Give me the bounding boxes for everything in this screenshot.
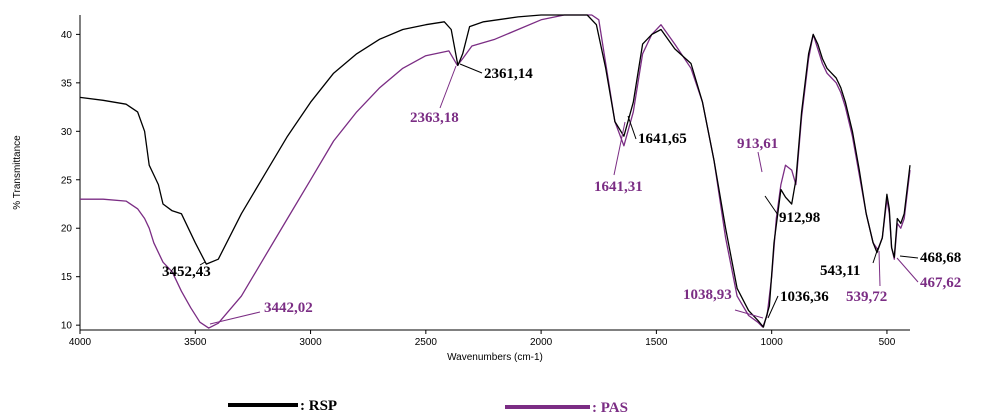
y-tick-label: 30 (61, 127, 73, 138)
annotation-leader (613, 121, 626, 176)
annotation-leader (899, 255, 919, 259)
legend-label-pas: : PAS (592, 400, 628, 416)
annotation-leader (734, 309, 764, 319)
y-tick-label: 20 (61, 224, 73, 235)
legend-label-rsp: : RSP (300, 398, 337, 414)
peak-annotation: 1038,93 (683, 287, 732, 303)
x-tick-label: 1000 (761, 337, 784, 348)
annotation-leader (199, 261, 206, 266)
peak-annotation: 1036,36 (780, 289, 829, 305)
series-lines (79, 14, 911, 329)
annotation-leader (878, 250, 881, 287)
axes (79, 15, 910, 331)
annotation-leader (896, 257, 919, 283)
legend: : RSP : PAS (228, 398, 628, 416)
annotations: 3452,43 3442,02 2361,14 2363,18 1641,65 1641,… (162, 66, 961, 316)
peak-annotation: 2363,18 (410, 110, 459, 126)
y-axis-label: % Transmittance (12, 135, 23, 210)
annotation-leader (764, 195, 779, 216)
peak-annotation: 467,62 (920, 275, 961, 291)
peak-annotation: 539,72 (846, 289, 887, 305)
annotation-leader (459, 63, 483, 74)
annotation-leader (767, 295, 779, 319)
peak-annotation: 543,11 (820, 263, 860, 279)
peak-annotation: 2361,14 (484, 66, 533, 82)
x-tick-label: 2500 (415, 337, 438, 348)
x-tick-label: 4000 (69, 337, 92, 348)
y-tick-label: 35 (61, 78, 73, 89)
x-tick-label: 3500 (184, 337, 207, 348)
y-tick-label: 10 (61, 321, 73, 332)
ticks: 4000 3500 3000 2500 2000 1500 1000 500 10 15 20 25 3… (61, 30, 896, 348)
series-line-pas (80, 14, 911, 329)
peak-annotation: 913,61 (737, 136, 778, 152)
annotation-leader (757, 151, 763, 173)
peak-annotation: 3442,02 (264, 300, 313, 316)
annotation-leader (209, 311, 261, 325)
x-tick-label: 3000 (299, 337, 322, 348)
y-tick-label: 15 (61, 272, 73, 283)
x-tick-label: 500 (879, 337, 896, 348)
x-tick-label: 2000 (530, 337, 553, 348)
annotation-leader (627, 115, 637, 140)
annotation-leaders (199, 63, 919, 325)
series-line-rsp (79, 14, 911, 328)
peak-annotation: 468,68 (920, 250, 961, 266)
annotation-leader (872, 247, 879, 264)
x-tick-label: 1500 (645, 337, 668, 348)
peak-annotation: 1641,65 (638, 131, 687, 147)
peak-annotation: 3452,43 (162, 264, 211, 280)
peak-annotation: 912,98 (779, 210, 820, 226)
peak-annotation: 1641,31 (594, 179, 643, 195)
annotation-leader (439, 65, 457, 109)
y-tick-label: 25 (61, 175, 73, 186)
x-axis-label: Wavenumbers (cm-1) (447, 352, 543, 363)
y-tick-label: 40 (61, 30, 73, 41)
